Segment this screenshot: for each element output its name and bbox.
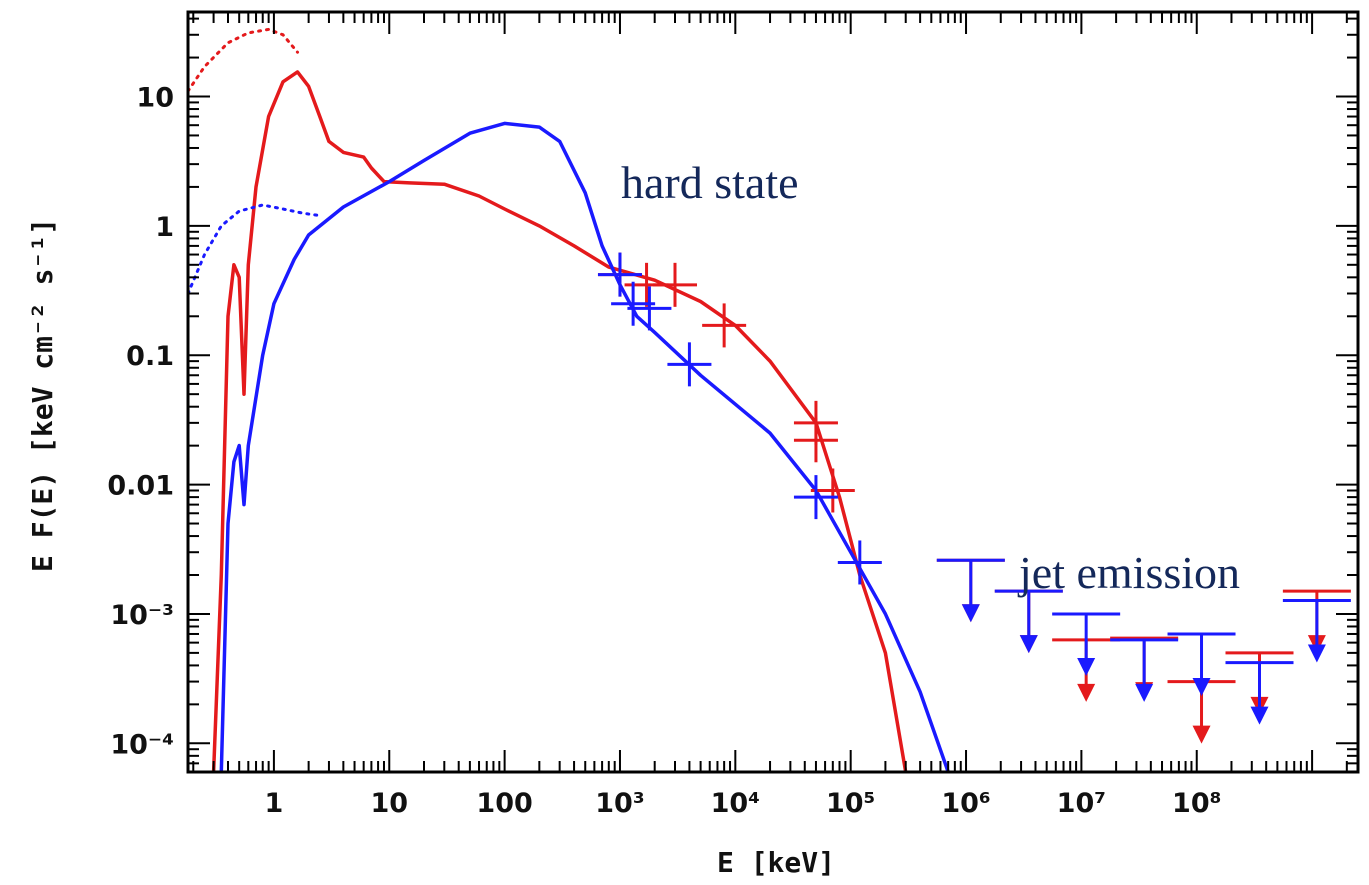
x-tick-label: 10⁸ [1172,788,1221,819]
y-tick-label: 10 [136,82,174,113]
series-blue-upper-limit-arrow [1250,706,1269,725]
plot-frame [186,10,1360,774]
series-blue-upper-limit-arrow [1135,683,1154,702]
series-blue-model-line [219,121,950,772]
error-bars [597,252,1351,744]
tick-labels: 1 10 100 10³ 10⁴ 10⁵ 10⁶ 10⁷ 10⁸ 10 1 0.1 0.01 10⁻³ 10… [107,82,1221,819]
series-blue-upper-limit-arrow [1307,644,1326,663]
x-axis-title: E [keV] [717,846,835,879]
annotation-hard-state: hard state [621,157,799,208]
y-tick-label: 0.1 [126,341,174,372]
plot-axes [186,10,1360,774]
series-red-upper-limit-arrow [1077,683,1096,702]
series-red-model-line [211,70,908,772]
annotation-jet-emission: jet emission [1017,547,1240,598]
series-blue-upper-limit-arrow [1077,657,1096,676]
series-blue-upper-limit-arrow [1019,635,1038,654]
x-tick-label: 10⁷ [1057,788,1106,819]
series-blue-upper-limit-arrow [961,604,980,623]
plot-curves [188,27,950,772]
x-tick-label: 100 [476,788,532,819]
x-tick-label: 10⁴ [711,788,760,819]
x-tick-label: 10⁶ [941,788,990,819]
series-blue-dotted-line [188,203,322,295]
series-blue-upper-limit-arrow [1192,677,1211,696]
y-tick-label: 10⁻³ [110,600,174,631]
y-tick-label: 0.01 [107,471,174,502]
x-tick-label: 10 [370,788,408,819]
y-tick-label: 10⁻⁴ [110,729,174,760]
y-axis-title: E F(E) [keV cm⁻² s⁻¹] [26,218,59,572]
series-red-dotted-line [188,27,299,93]
series-red-upper-limit-arrow [1192,725,1211,744]
x-tick-label: 10⁵ [826,788,875,819]
y-tick-label: 1 [155,212,174,243]
x-tick-label: 1 [265,788,284,819]
x-tick-label: 10³ [595,788,644,819]
